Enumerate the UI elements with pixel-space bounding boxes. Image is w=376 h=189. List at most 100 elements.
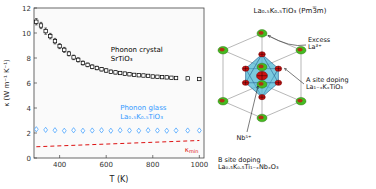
- error-bar-cap: [54, 43, 57, 44]
- point-square: [86, 63, 89, 66]
- series-annotation: Phonon crystal: [111, 46, 163, 54]
- error-bar: [44, 28, 47, 34]
- cube-edge: [262, 101, 301, 118]
- point-square: [67, 52, 70, 55]
- error-bar: [156, 76, 159, 79]
- x-axis-label: T (K): [109, 175, 129, 184]
- x-tick: [59, 155, 60, 158]
- point-diamond: [174, 128, 178, 133]
- error-bar-cap: [40, 28, 43, 29]
- corner-atom-body: [257, 114, 267, 122]
- x-tick: [106, 155, 107, 158]
- corner-atom: [257, 63, 267, 71]
- corner-atom-body: [257, 30, 267, 38]
- series-0: [35, 19, 201, 81]
- atom: [259, 52, 266, 57]
- corner-atom-body: [257, 63, 267, 71]
- point-square: [58, 44, 61, 47]
- annotation-arrow: [268, 35, 306, 45]
- corner-atom-core: [258, 116, 263, 120]
- atom: [242, 80, 249, 85]
- error-bar: [186, 77, 189, 80]
- y-tick: [34, 108, 37, 109]
- cube-edge: [223, 50, 224, 101]
- error-bar: [110, 70, 113, 73]
- atom-body: [275, 66, 282, 71]
- error-bar-cap: [44, 34, 47, 35]
- point-diamond: [81, 128, 85, 133]
- error-bar: [77, 58, 80, 62]
- error-bar: [82, 61, 85, 65]
- error-bar-cap: [49, 33, 52, 34]
- corner-atom-body: [257, 81, 267, 89]
- error-bar: [128, 73, 131, 76]
- cube-edge: [223, 101, 262, 118]
- point-square: [109, 70, 112, 73]
- y-tick-label: 4: [27, 105, 32, 113]
- atom-axis: [278, 80, 279, 85]
- x-tick-label: 1000: [190, 161, 208, 169]
- plot-area: [34, 19, 201, 147]
- error-bar-cap: [40, 22, 43, 23]
- error-bar-cap: [35, 18, 38, 19]
- annotation: ExcessLa³⁺: [308, 36, 331, 51]
- y-tick-label: 12: [22, 5, 31, 13]
- point-square: [142, 74, 145, 77]
- error-bar: [142, 74, 145, 77]
- point-diamond: [100, 128, 104, 133]
- y-tick: [34, 8, 37, 9]
- corner-atom-body: [218, 46, 228, 54]
- point-square: [118, 71, 121, 74]
- point-diamond: [146, 128, 150, 133]
- y-tick: [34, 83, 37, 84]
- point-diamond: [156, 128, 160, 133]
- x-tick: [199, 155, 200, 158]
- point-diamond: [137, 128, 141, 133]
- error-bar: [96, 66, 99, 70]
- atom: [275, 66, 282, 71]
- corner-atom: [257, 81, 267, 89]
- point-square: [174, 76, 177, 79]
- point-diamond: [128, 128, 132, 133]
- point-square: [151, 75, 154, 78]
- cube-edge: [223, 33, 262, 50]
- corner-atom-core: [297, 99, 302, 103]
- corner-atom-body: [218, 97, 228, 105]
- atom-axis: [245, 66, 246, 71]
- error-bar: [147, 75, 150, 78]
- atom: [257, 71, 268, 80]
- atom: [242, 66, 249, 71]
- line: [36, 141, 199, 147]
- error-bar: [114, 71, 117, 74]
- error-bar: [165, 76, 168, 79]
- y-tick-label: 0: [27, 155, 31, 163]
- error-bar: [198, 78, 201, 81]
- atom-axis: [262, 72, 263, 80]
- error-bar: [170, 77, 173, 80]
- point-diamond: [34, 127, 38, 132]
- series-label: κmin: [185, 146, 199, 155]
- annotation-line: La₀.₅K₀.₅TiO₃ (Pm3̅m): [254, 6, 327, 15]
- error-bar: [49, 33, 52, 39]
- series-annotation: Phonon glass: [120, 104, 167, 112]
- error-bar-cap: [35, 24, 38, 25]
- corner-atom-core: [297, 48, 302, 52]
- point-square: [63, 48, 66, 51]
- structure-panel: La₀.₅K₀.₅TiO₃ (Pm3̅m)Nb⁵⁺ExcessLa³⁺A sit…: [218, 6, 349, 172]
- corner-atom: [257, 30, 267, 38]
- atom-body: [259, 95, 266, 100]
- error-bar: [68, 51, 71, 56]
- point-diamond: [62, 128, 66, 133]
- point-diamond: [90, 128, 94, 133]
- x-tick-label: 600: [100, 161, 113, 169]
- error-bar: [63, 47, 66, 52]
- error-bar-cap: [63, 47, 66, 48]
- annotation-line: La₁₋ₓKₓTiO₃: [306, 83, 343, 91]
- cube-edge: [301, 50, 302, 101]
- x-tick-label: 400: [53, 161, 66, 169]
- series-label: La₀.₅K₀.₅TiO₃: [120, 113, 163, 121]
- series-2: [36, 141, 199, 147]
- y-tick: [34, 58, 37, 59]
- point-square: [170, 76, 173, 79]
- x-tick-label: 800: [146, 161, 159, 169]
